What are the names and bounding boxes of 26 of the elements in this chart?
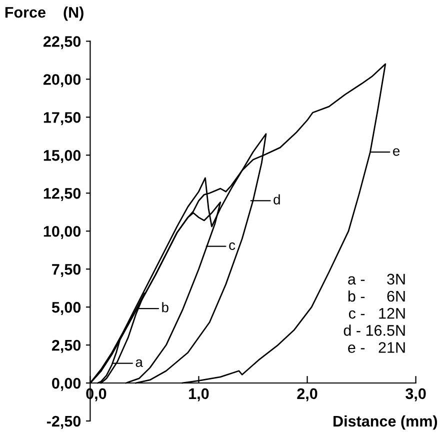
y-tick-label: 7,50 [52, 264, 81, 277]
y-tick-label: 2,50 [52, 340, 81, 353]
annotation: b - 6N [348, 290, 405, 302]
annotation: d - 16.5N [344, 324, 405, 336]
y-tick-label: 17,50 [44, 112, 81, 126]
annotation: a [136, 359, 143, 367]
x-axis-title: Distance (mm) [334, 415, 438, 430]
annotation: e [393, 148, 400, 156]
x-tick-label: 3,0 [406, 388, 426, 402]
y-tick-label: 22,50 [43, 36, 81, 50]
annotation: e - 21N [348, 342, 405, 353]
annotation: d [274, 194, 280, 204]
y-tick-label: -2,50 [46, 416, 81, 429]
y-tick-label: 20,00 [43, 74, 81, 88]
annotation: b [162, 302, 168, 312]
annotation: c [229, 242, 236, 250]
x-tick-label: 1,0 [189, 388, 209, 402]
y-axis-title: Force (N) [5, 6, 84, 21]
y-tick-label: 15,00 [44, 150, 81, 164]
y-tick-label: 0,00 [52, 378, 81, 391]
y-tick-label: 10,00 [44, 226, 81, 240]
y-tick-label: 5,00 [52, 302, 81, 315]
annotation: a - 3N [348, 274, 405, 285]
y-tick-label: 12,50 [44, 188, 81, 202]
annotation: c - 12N [348, 308, 405, 319]
x-tick-label: 2,0 [297, 388, 318, 402]
